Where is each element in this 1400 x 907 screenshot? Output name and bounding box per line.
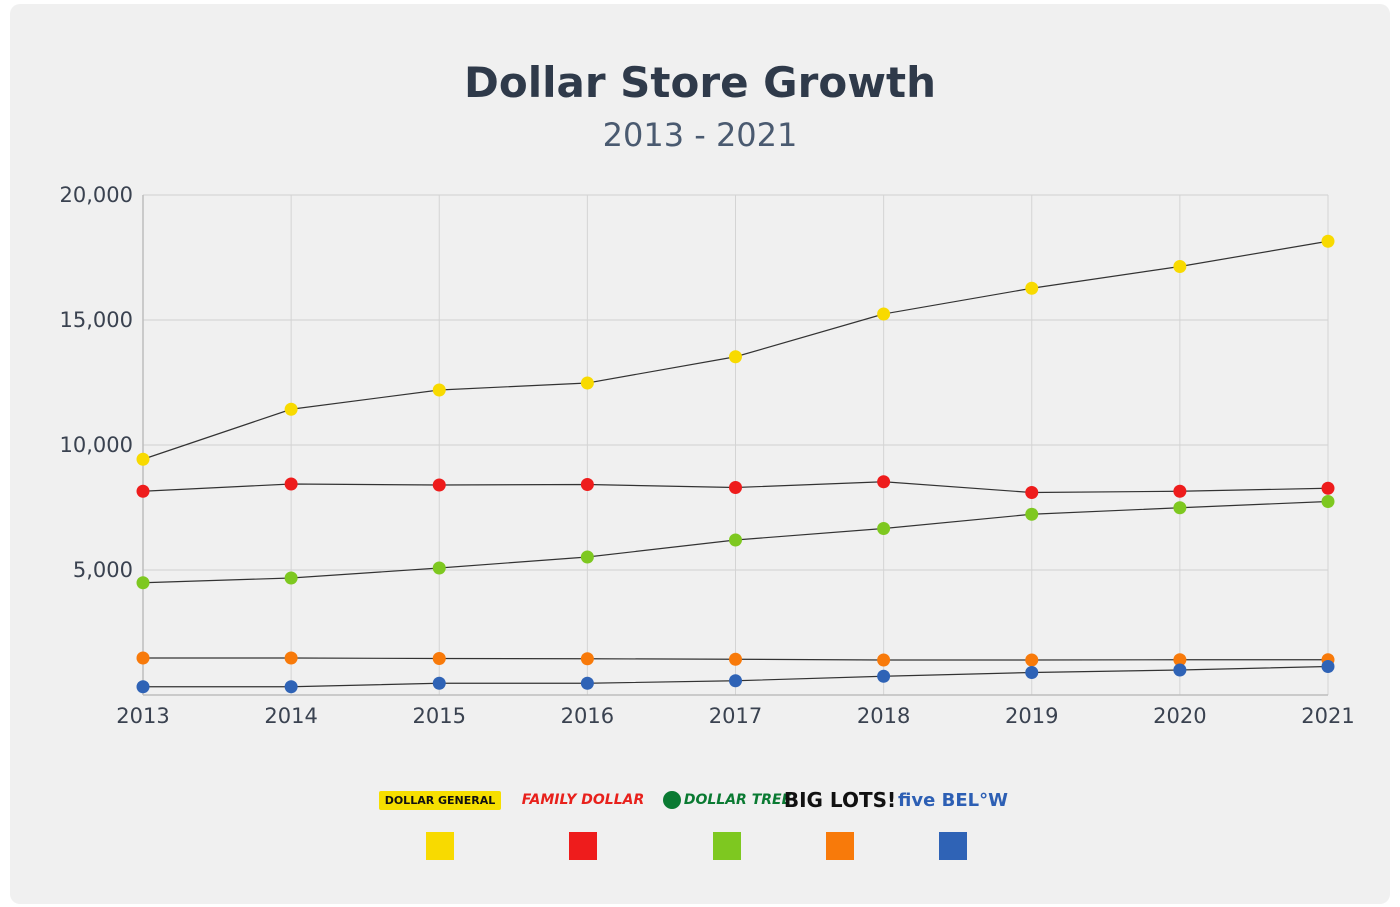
data-point-series-2	[1025, 507, 1039, 521]
data-point-series-4	[1025, 666, 1039, 679]
data-point-series-1	[136, 484, 150, 498]
x-tick-label: 2013	[116, 704, 169, 728]
x-tick-label: 2017	[709, 704, 762, 728]
data-point-series-1	[1321, 481, 1335, 495]
data-point-series-1	[729, 481, 742, 494]
chart-title: Dollar Store Growth	[463, 58, 936, 107]
y-tick-label: 20,000	[60, 183, 133, 207]
family-dollar-logo-text: FAMILY DOLLAR	[521, 792, 645, 808]
y-tick-label: 15,000	[60, 308, 133, 332]
legend-swatch-dollar-general	[426, 832, 454, 860]
y-tick-label: 5,000	[73, 558, 133, 582]
legend-swatch-family-dollar	[569, 832, 597, 860]
data-point-series-1	[284, 477, 298, 491]
data-point-series-0	[1025, 281, 1039, 295]
data-point-series-1	[580, 478, 594, 491]
big-lots-logo: BIG LOTS!	[775, 778, 905, 822]
chart-subtitle: 2013 - 2021	[602, 116, 798, 154]
data-point-series-2	[284, 571, 298, 585]
data-point-series-3	[136, 651, 150, 665]
five-below-logo-text: five BEL°W	[898, 789, 1008, 811]
data-point-series-2	[580, 550, 594, 564]
data-point-series-0	[729, 350, 742, 364]
dollar-general-logo-text: DOLLAR GENERAL	[378, 790, 502, 810]
data-point-series-4	[284, 680, 298, 694]
dollar-tree-logo: DOLLAR TREE	[662, 778, 792, 822]
data-point-series-0	[136, 452, 150, 466]
x-tick-label: 2019	[1005, 704, 1058, 728]
data-point-series-0	[284, 402, 298, 416]
data-point-series-4	[580, 676, 594, 690]
x-tick-label: 2016	[561, 704, 614, 728]
legend-swatch-big-lots	[826, 832, 854, 860]
legend-item-family-dollar[interactable]: FAMILY DOLLAR	[518, 778, 648, 860]
legend-item-dollar-general[interactable]: DOLLAR GENERAL	[375, 778, 505, 860]
data-point-series-0	[432, 383, 446, 397]
data-point-series-1	[432, 478, 446, 492]
data-point-series-1	[1025, 486, 1039, 499]
data-point-series-4	[136, 680, 150, 694]
data-point-series-3	[877, 653, 891, 667]
data-point-series-4	[1321, 660, 1335, 673]
x-tick-label: 2021	[1301, 704, 1354, 728]
legend-item-big-lots[interactable]: BIG LOTS!	[775, 778, 905, 860]
data-point-series-2	[432, 561, 446, 575]
big-lots-logo-text: BIG LOTS!	[783, 788, 897, 812]
legend-swatch-five-below	[939, 832, 967, 860]
data-point-series-3	[1025, 653, 1039, 667]
data-point-series-2	[729, 533, 742, 547]
data-point-series-2	[136, 576, 150, 590]
data-point-series-3	[729, 652, 742, 666]
x-tick-label: 2020	[1153, 704, 1206, 728]
data-point-series-4	[877, 669, 891, 683]
data-point-series-1	[1173, 484, 1187, 498]
data-point-series-3	[580, 652, 594, 666]
five-below-logo: five BEL°W	[888, 778, 1018, 822]
data-point-series-2	[1173, 501, 1187, 515]
data-point-series-1	[877, 475, 891, 489]
family-dollar-logo: FAMILY DOLLAR	[518, 778, 648, 822]
data-point-series-0	[1321, 234, 1335, 248]
data-point-series-3	[1173, 653, 1187, 667]
x-tick-label: 2018	[857, 704, 910, 728]
legend-swatch-dollar-tree	[713, 832, 741, 860]
data-point-series-2	[1321, 495, 1335, 508]
tree-leaf-icon	[662, 791, 681, 809]
dollar-general-logo: DOLLAR GENERAL	[375, 778, 505, 822]
data-point-series-4	[1173, 663, 1187, 677]
data-point-series-4	[729, 674, 742, 688]
x-tick-label: 2014	[264, 704, 317, 728]
data-point-series-0	[877, 307, 891, 321]
data-point-series-3	[432, 652, 446, 665]
data-point-series-3	[284, 651, 298, 665]
dollar-tree-logo-text: DOLLAR TREE	[683, 792, 792, 808]
chart-card	[10, 4, 1390, 904]
legend-item-five-below[interactable]: five BEL°W	[888, 778, 1018, 860]
data-point-series-2	[877, 522, 891, 535]
data-point-series-4	[432, 676, 446, 690]
y-tick-label: 10,000	[60, 433, 133, 457]
x-tick-label: 2015	[413, 704, 466, 728]
data-point-series-0	[580, 376, 594, 390]
legend-item-dollar-tree[interactable]: DOLLAR TREE	[662, 778, 792, 860]
data-point-series-0	[1173, 260, 1187, 273]
